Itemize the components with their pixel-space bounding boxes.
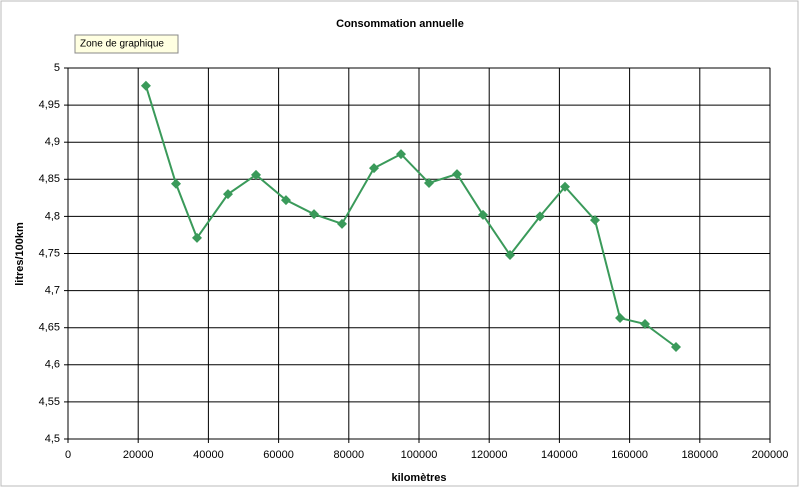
marker	[309, 209, 320, 220]
x-tick-label: 200000	[752, 449, 789, 461]
y-tick-label: 4,9	[45, 136, 60, 148]
x-tick-label: 140000	[541, 449, 578, 461]
marker	[534, 211, 545, 222]
marker	[369, 163, 380, 174]
tooltip: Zone de graphique	[80, 39, 164, 50]
y-tick-label: 4,8	[45, 210, 60, 222]
y-tick-label: 4,7	[45, 285, 60, 297]
x-tick-label: 100000	[401, 449, 438, 461]
chart-title: Consommation annuelle	[336, 18, 464, 30]
marker	[191, 232, 202, 243]
y-tick-label: 4,55	[39, 396, 60, 408]
marker	[671, 341, 682, 352]
marker	[395, 149, 406, 160]
x-tick-label: 160000	[611, 449, 648, 461]
marker	[505, 249, 516, 260]
marker	[477, 209, 488, 220]
marker	[280, 195, 291, 206]
marker	[250, 169, 261, 180]
y-tick-label: 4,95	[39, 99, 60, 111]
y-tick-label: 5	[54, 62, 60, 74]
marker	[222, 189, 233, 200]
marker	[452, 169, 463, 180]
y-tick-label: 4,75	[39, 247, 60, 259]
y-tick-label: 4,5	[45, 433, 60, 445]
marker	[424, 178, 435, 189]
marker	[171, 178, 182, 189]
tooltip-box	[74, 34, 179, 54]
marker	[615, 313, 626, 324]
x-tick-label: 120000	[471, 449, 508, 461]
x-tick-label: 40000	[193, 449, 224, 461]
x-tick-label: 80000	[334, 449, 365, 461]
series-line	[144, 85, 677, 348]
y-tick-label: 4,85	[39, 173, 60, 185]
marker	[589, 215, 600, 226]
y-axis-label: litres/100km	[14, 222, 26, 286]
x-tick-label: 180000	[681, 449, 718, 461]
marker	[336, 218, 347, 229]
x-tick-label: 60000	[263, 449, 294, 461]
x-tick-label: 20000	[123, 449, 154, 461]
y-tick-label: 4,65	[39, 322, 60, 334]
x-tick-label: 0	[65, 449, 71, 461]
marker	[140, 80, 151, 91]
marker	[640, 318, 651, 329]
y-tick-label: 4,6	[45, 359, 60, 371]
marker	[560, 181, 571, 192]
x-axis-label: kilomètres	[391, 472, 446, 484]
